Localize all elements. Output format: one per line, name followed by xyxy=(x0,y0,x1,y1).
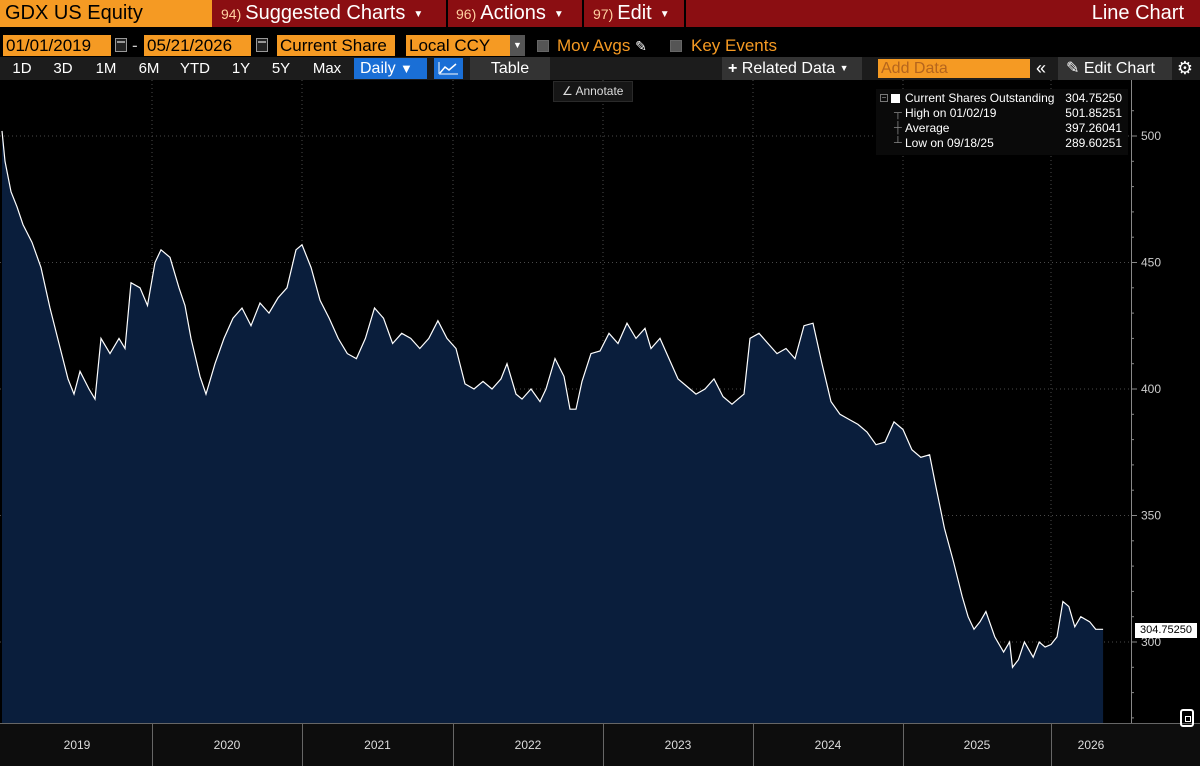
chevron-down-icon: ▼ xyxy=(659,9,670,20)
menu-number: 94) xyxy=(221,6,242,22)
x-tick-label: 2020 xyxy=(214,738,241,752)
chevron-down-icon: ▼ xyxy=(553,9,564,20)
legend-series-value: 304.75250 xyxy=(1065,91,1122,105)
divider xyxy=(684,0,686,27)
chevron-down-icon: ▼ xyxy=(839,63,849,73)
average-marker-icon: ┼ xyxy=(894,122,902,134)
date-separator: - xyxy=(132,36,138,55)
x-tick-label: 2025 xyxy=(964,738,991,752)
high-marker-icon: ┬ xyxy=(894,107,902,119)
series-area xyxy=(2,130,1104,723)
gear-icon[interactable]: ⚙ xyxy=(1176,58,1194,78)
menu-number: 97) xyxy=(593,6,614,22)
field-selector[interactable]: Current Share xyxy=(277,35,395,56)
annotate-button[interactable]: ∠ Annotate xyxy=(553,81,633,102)
actions-menu[interactable]: 96) Actions ▼ xyxy=(456,0,564,27)
divider xyxy=(582,0,584,27)
legend-average-label: Average xyxy=(905,121,950,135)
frequency-label: Daily xyxy=(360,60,396,77)
suggested-charts-menu[interactable]: 94) Suggested Charts ▼ xyxy=(221,0,423,27)
related-data-button[interactable]: + Related Data ▼ xyxy=(722,57,862,80)
line-chart-icon[interactable] xyxy=(434,58,463,79)
edit-menu[interactable]: 97) Edit ▼ xyxy=(593,0,670,27)
legend-average-row: ┼ Average 397.26041 xyxy=(876,121,1128,136)
last-value-label: 304.75250 xyxy=(1135,623,1197,638)
y-tick-label: 400 xyxy=(1141,382,1161,396)
x-tick-label: 2021 xyxy=(364,738,391,752)
y-tick-label: 350 xyxy=(1141,509,1161,523)
menu-number: 96) xyxy=(456,6,477,22)
legend-low-value: 289.60251 xyxy=(1065,136,1122,150)
edit-chart-label: Edit Chart xyxy=(1083,60,1155,77)
chevron-down-icon[interactable]: ▼ xyxy=(510,35,525,56)
range-button[interactable]: 1M xyxy=(95,60,117,77)
range-button[interactable]: 3D xyxy=(53,60,73,77)
menu-label: Suggested Charts xyxy=(245,2,406,24)
series-line xyxy=(1,130,1104,669)
y-tick-label: 300 xyxy=(1141,635,1161,649)
plus-icon: + xyxy=(728,60,738,77)
annotate-label: Annotate xyxy=(575,84,624,98)
series-swatch xyxy=(891,94,900,103)
currency-selector[interactable]: Local CCY xyxy=(406,35,510,56)
security-field[interactable]: GDX US Equity xyxy=(0,0,212,27)
mov-avgs-checkbox[interactable] xyxy=(537,40,549,52)
line-chart[interactable]: 300 350 400 450 500 2019 2020 2021 2022 2023 2024 2… xyxy=(0,80,1200,766)
chart-axes: 300 350 400 450 500 2019 2020 2021 2022 2023 2024 2… xyxy=(0,80,1200,766)
start-date-field[interactable]: 01/01/2019 xyxy=(3,35,111,56)
legend-average-value: 397.26041 xyxy=(1065,121,1122,135)
x-tick-label: 2022 xyxy=(515,738,542,752)
collapse-tree-icon[interactable]: − xyxy=(880,93,888,102)
scroll-icon[interactable] xyxy=(1180,709,1194,727)
add-data-input[interactable] xyxy=(878,59,1030,78)
legend-high-label: High on 01/02/19 xyxy=(905,106,997,120)
y-tick-label: 500 xyxy=(1141,129,1161,143)
x-axis-band xyxy=(0,723,1200,766)
divider xyxy=(446,0,448,27)
chevron-down-icon: ▼ xyxy=(400,61,413,76)
y-tick-label: 450 xyxy=(1141,256,1161,270)
key-events-label[interactable]: Key Events xyxy=(691,36,777,55)
legend-high-value: 501.85251 xyxy=(1065,106,1122,120)
range-button[interactable]: 1Y xyxy=(231,60,251,77)
range-button[interactable]: 6M xyxy=(138,60,160,77)
low-marker-icon: ┴ xyxy=(894,137,902,149)
x-tick-label: 2026 xyxy=(1078,738,1105,752)
x-tick-label: 2019 xyxy=(64,738,91,752)
range-button[interactable]: Max xyxy=(312,60,342,77)
collapse-icon[interactable]: « xyxy=(1036,58,1047,78)
legend-low-label: Low on 09/18/25 xyxy=(905,136,994,150)
legend-series-label: Current Shares Outstanding xyxy=(905,91,1055,105)
menu-label: Actions xyxy=(480,2,546,24)
edit-chart-button[interactable]: ✎ Edit Chart xyxy=(1058,57,1172,80)
pencil-icon[interactable]: ✎ xyxy=(635,38,647,54)
x-tick-label: 2023 xyxy=(665,738,692,752)
key-events-checkbox[interactable] xyxy=(670,40,682,52)
calendar-icon[interactable] xyxy=(115,38,127,52)
chart-legend: − Current Shares Outstanding 304.75250 ┬… xyxy=(876,89,1128,155)
chart-type-title: Line Chart xyxy=(1091,2,1184,24)
chevron-down-icon: ▼ xyxy=(413,9,424,20)
legend-low-row: ┴ Low on 09/18/25 289.60251 xyxy=(876,136,1128,151)
table-button[interactable]: Table xyxy=(470,57,550,80)
title-bar: GDX US Equity 94) Suggested Charts ▼ 96) Ac… xyxy=(0,0,1200,27)
end-date-field[interactable]: 05/21/2026 xyxy=(144,35,251,56)
range-button[interactable]: 1D xyxy=(12,60,32,77)
mov-avgs-label[interactable]: Mov Avgs ✎ xyxy=(557,36,647,55)
frequency-dropdown[interactable]: Daily ▼ xyxy=(354,58,427,79)
legend-series-row[interactable]: − Current Shares Outstanding 304.75250 xyxy=(876,91,1128,106)
settings-bar: 01/01/2019 - 05/21/2026 Current Share Lo… xyxy=(0,33,1200,57)
menu-label: Edit xyxy=(617,2,652,24)
pencil-icon: ✎ xyxy=(1066,60,1080,77)
x-tick-label: 2024 xyxy=(815,738,842,752)
toolbar: 1D 3D 1M 6M YTD 1Y 5Y Max Daily ▼ Table … xyxy=(0,57,1200,80)
related-data-label: Related Data xyxy=(741,60,836,77)
legend-high-row: ┬ High on 01/02/19 501.85251 xyxy=(876,106,1128,121)
range-button[interactable]: 5Y xyxy=(271,60,291,77)
pencil-icon: ∠ xyxy=(562,84,573,98)
range-button[interactable]: YTD xyxy=(180,60,210,77)
chart-area xyxy=(1,130,1104,723)
calendar-icon[interactable] xyxy=(256,38,268,52)
